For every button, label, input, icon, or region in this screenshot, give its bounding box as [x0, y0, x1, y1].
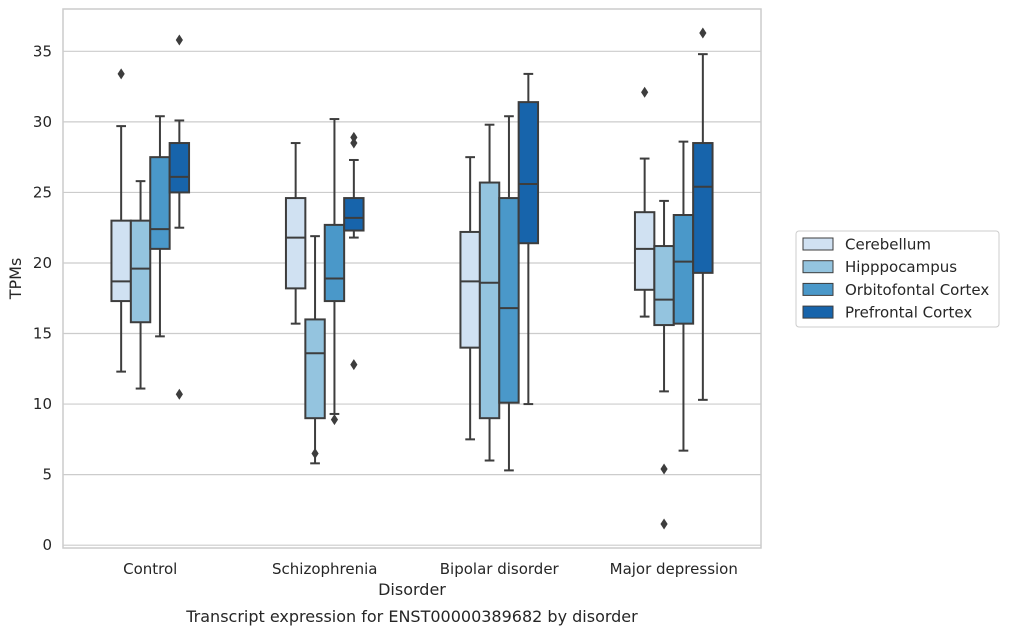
outlier-point	[330, 414, 339, 426]
outlier-point	[660, 463, 668, 475]
box-iqr	[653, 245, 675, 327]
box-group	[653, 199, 675, 530]
box-iqr	[498, 197, 520, 404]
box-group	[168, 34, 191, 400]
legend-label: Orbitofontal Cortex	[845, 281, 989, 299]
box-iqr	[304, 318, 326, 420]
legend-swatch	[802, 260, 834, 274]
outlier-point	[175, 388, 183, 400]
legend-swatch	[802, 282, 834, 296]
outlier-point	[311, 447, 319, 459]
y-axis-label: TPMs	[6, 258, 25, 301]
box-group	[284, 142, 307, 325]
y-tick-label: 35	[33, 42, 52, 60]
x-tick-label: Bipolar disorder	[440, 560, 560, 578]
y-tick-labels: 0 5 10 15 20 25 30 35	[33, 42, 52, 554]
outlier-point	[350, 131, 358, 143]
box-iqr	[149, 156, 171, 250]
outlier-point	[350, 359, 358, 371]
box-layer	[110, 27, 714, 530]
box-iqr	[478, 181, 501, 420]
box-iqr	[343, 197, 365, 232]
legend-label: Prefrontal Cortex	[845, 304, 972, 322]
box-iqr	[284, 197, 307, 290]
y-tick-label: 10	[33, 395, 52, 413]
box-group	[672, 140, 695, 452]
x-tick-label: Control	[123, 560, 177, 578]
outlier-point	[660, 518, 668, 530]
box-group	[323, 118, 346, 426]
y-tick-label: 25	[33, 183, 52, 201]
box-iqr	[459, 230, 481, 349]
box-group	[304, 235, 326, 465]
x-axis-label: Disorder	[378, 580, 446, 599]
legend-swatch	[802, 305, 834, 319]
box-iqr	[633, 211, 656, 291]
box-group	[343, 131, 365, 371]
x-tick-labels: Control Schizophrenia Bipolar disorder Majo…	[123, 560, 738, 578]
box-group	[517, 72, 540, 406]
box-group	[459, 156, 481, 441]
box-group	[692, 27, 714, 401]
legend-label: Hipppocampus	[845, 258, 957, 276]
legend-frame	[795, 230, 1000, 328]
box-iqr	[323, 223, 346, 303]
x-tick-label: Schizophrenia	[272, 560, 377, 578]
outlier-point	[641, 86, 649, 98]
box-iqr	[168, 142, 191, 194]
outlier-point	[175, 34, 183, 46]
chart-caption: Transcript expression for ENST0000038968…	[185, 607, 638, 626]
legend-label: Cerebellum	[845, 236, 931, 254]
y-tick-label: 20	[33, 254, 52, 272]
x-tick-label: Major depression	[610, 560, 738, 578]
box-iqr	[129, 219, 152, 324]
box-iqr	[672, 214, 695, 325]
box-group	[149, 115, 171, 338]
legend: Cerebellum Hipppocampus Orbitofontal Corte…	[795, 230, 1000, 328]
y-tick-label: 30	[33, 113, 52, 131]
box-iqr	[692, 142, 714, 274]
box-group	[129, 180, 152, 390]
y-tick-label: 5	[42, 466, 52, 484]
plot-area-frame	[62, 8, 762, 549]
legend-swatch	[802, 237, 834, 251]
box-iqr	[517, 101, 540, 245]
outlier-point	[350, 137, 358, 149]
outlier-point	[117, 68, 125, 80]
y-tick-label: 15	[33, 325, 52, 343]
outlier-point	[699, 27, 707, 39]
box-group	[478, 123, 501, 462]
y-tick-label: 0	[42, 536, 52, 554]
box-iqr	[110, 219, 132, 303]
box-group	[498, 115, 520, 472]
box-group	[110, 68, 132, 373]
box-group	[633, 86, 656, 318]
